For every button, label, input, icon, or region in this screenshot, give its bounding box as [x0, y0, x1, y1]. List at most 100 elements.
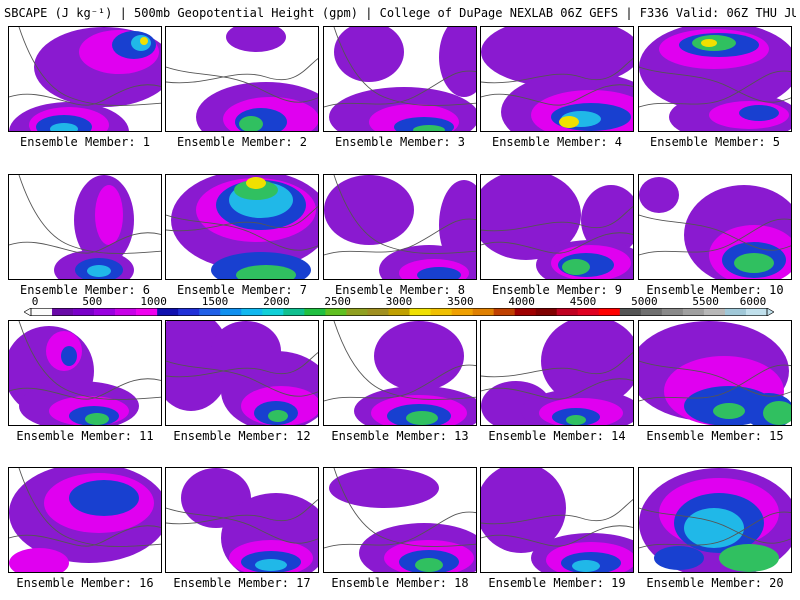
- cape-contour-region: [481, 468, 566, 553]
- geographic-border-line: [324, 218, 476, 256]
- cape-field-map: [481, 27, 633, 131]
- cape-field-map: [324, 468, 476, 572]
- geographic-border-line: [18, 27, 161, 106]
- cape-contour-region: [763, 401, 791, 425]
- ensemble-map-panel: [480, 320, 634, 426]
- geographic-border-line: [639, 214, 791, 251]
- cape-contour-region: [50, 123, 78, 131]
- ensemble-map-panel: [480, 467, 634, 573]
- cape-contour-region: [572, 560, 600, 572]
- ensemble-member-label: Ensemble Member: 17: [173, 576, 311, 590]
- colorbar-segment: [262, 308, 284, 316]
- cape-contour-region: [734, 253, 774, 273]
- ensemble-map-panel: [8, 467, 162, 573]
- colorbar-segment: [661, 308, 684, 316]
- cape-contour-region: [61, 346, 77, 366]
- colorbar-segment: [472, 308, 494, 316]
- cape-contour-region: [236, 265, 296, 279]
- cape-field-map: [639, 27, 791, 131]
- geographic-border-line: [333, 468, 476, 547]
- cape-field-map: [9, 175, 161, 279]
- ensemble-map-panel: [8, 320, 162, 426]
- geographic-border-line: [639, 364, 791, 402]
- ensemble-member-label: Ensemble Member: 4: [491, 135, 623, 149]
- colorbar-tick-label: 500: [82, 295, 103, 308]
- cape-contour-region: [739, 105, 779, 121]
- geographic-border-line: [324, 511, 476, 549]
- cape-contour-region: [246, 177, 266, 189]
- colorbar-segment: [73, 308, 95, 316]
- ensemble-member-label: Ensemble Member: 5: [649, 135, 781, 149]
- colorbar-segment: [409, 308, 431, 316]
- geographic-border-line: [639, 70, 791, 108]
- cape-contour-region: [406, 411, 438, 425]
- cape-contour-region: [324, 175, 414, 245]
- colorbar-segment: [31, 308, 53, 316]
- colorbar-tick-label: 2000: [263, 295, 290, 308]
- colorbar-svg: [24, 308, 774, 316]
- cape-contour-region: [684, 508, 744, 548]
- cape-field-map: [166, 175, 318, 279]
- cape-field-map: [9, 321, 161, 425]
- colorbar-tick-label: 4000: [508, 295, 535, 308]
- colorbar-segment: [451, 308, 473, 316]
- cape-field-map: [324, 321, 476, 425]
- colorbar-tick-label: 3000: [385, 295, 413, 308]
- cape-field-map: [166, 321, 318, 425]
- cape-contour-region: [334, 27, 404, 82]
- geographic-border-line: [166, 360, 318, 397]
- cape-contour-region: [374, 321, 464, 391]
- ensemble-member-label: Ensemble Member: 1: [19, 135, 151, 149]
- ensemble-map-panel: [323, 467, 477, 573]
- geographic-border-line: [481, 525, 633, 547]
- ensemble-map-panel: [323, 174, 477, 280]
- colorbar-segment: [682, 308, 705, 316]
- cape-contour-region: [481, 27, 633, 87]
- ensemble-member-label: Ensemble Member: 19: [488, 576, 626, 590]
- cape-contour-region: [9, 548, 69, 572]
- geographic-border-line: [166, 58, 318, 84]
- cape-contour-region: [87, 265, 111, 277]
- cape-contour-region: [239, 116, 263, 131]
- cape-contour-region: [562, 259, 590, 275]
- geographic-border-line: [333, 321, 476, 400]
- ensemble-map-panel: [638, 174, 792, 280]
- geographic-border-line: [639, 507, 791, 544]
- colorbar-tick-label: 1500: [201, 295, 229, 308]
- ensemble-member-label: Ensemble Member: 20: [646, 576, 784, 590]
- ensemble-map-panel: [480, 174, 634, 280]
- colorbar-segment: [514, 308, 536, 316]
- colorbar-segment: [241, 308, 263, 316]
- ensemble-member-label: Ensemble Member: 18: [331, 576, 469, 590]
- ensemble-member-label: Ensemble Member: 15: [646, 429, 784, 443]
- colorbar-segment: [115, 308, 137, 316]
- cape-contour-region: [654, 546, 704, 570]
- geographic-border-line: [333, 27, 476, 106]
- colorbar-tick-label: 5000: [631, 295, 658, 308]
- geographic-border-line: [18, 175, 161, 254]
- colorbar-left-arrow: [24, 308, 32, 316]
- colorbar-segment: [136, 308, 158, 316]
- colorbar: [24, 308, 774, 316]
- geographic-border-line: [481, 206, 633, 232]
- colorbar-segment: [178, 308, 200, 316]
- geographic-border-line: [481, 378, 633, 400]
- colorbar-right-arrow: [766, 308, 774, 316]
- cape-field-map: [324, 27, 476, 131]
- cape-contour-region: [85, 413, 109, 425]
- cape-contour-region: [639, 177, 679, 213]
- colorbar-segment: [367, 308, 389, 316]
- geographic-border-line: [166, 507, 318, 544]
- cape-contour-region: [439, 27, 476, 97]
- geographic-border-line: [639, 66, 791, 103]
- geographic-border-line: [639, 360, 791, 397]
- colorbar-segment: [199, 308, 221, 316]
- cape-contour-region: [329, 468, 439, 508]
- cape-contour-region: [417, 267, 461, 279]
- cape-contour-region: [226, 27, 286, 52]
- geographic-border-line: [166, 206, 318, 232]
- ensemble-member-label: Ensemble Member: 3: [334, 135, 466, 149]
- colorbar-segment: [640, 308, 663, 316]
- geographic-border-line: [481, 84, 633, 106]
- colorbar-tick-label: 3500: [447, 295, 474, 308]
